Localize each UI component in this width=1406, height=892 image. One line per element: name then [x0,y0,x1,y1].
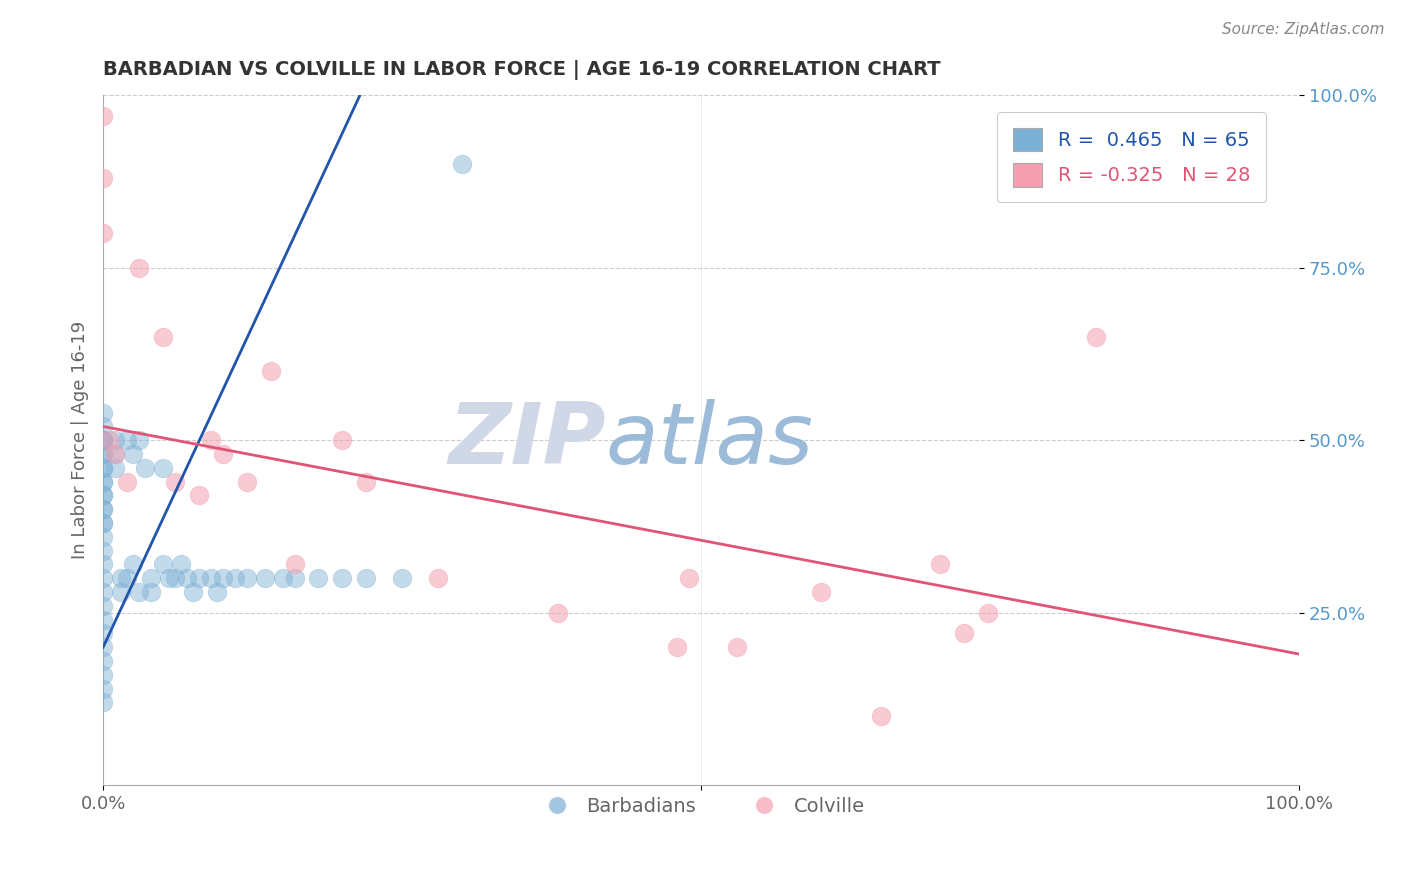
Point [200,571,222,585]
Point [253,571,276,585]
Point [91,419,114,434]
Point [187,488,209,502]
Point [91,667,114,681]
Point [91,695,114,709]
Point [187,571,209,585]
Point [235,571,257,585]
Point [1084,330,1107,344]
Point [91,406,114,420]
Point [91,640,114,655]
Text: ZIP: ZIP [449,399,606,482]
Point [122,558,145,572]
Point [152,330,174,344]
Point [91,585,114,599]
Point [678,571,700,585]
Point [330,434,353,448]
Point [91,488,114,502]
Point [91,488,114,502]
Point [122,447,145,461]
Point [356,571,378,585]
Point [115,571,138,585]
Point [271,571,294,585]
Point [110,571,132,585]
Point [259,364,281,378]
Point [152,461,174,475]
Point [91,571,114,585]
Point [953,626,976,640]
Point [283,558,305,572]
Text: Source: ZipAtlas.com: Source: ZipAtlas.com [1222,22,1385,37]
Text: atlas: atlas [606,399,814,482]
Point [157,571,180,585]
Point [91,434,114,448]
Point [725,640,748,655]
Point [211,447,233,461]
Point [91,613,114,627]
Point [115,434,138,448]
Point [91,475,114,489]
Point [91,558,114,572]
Point [91,475,114,489]
Point [91,447,114,461]
Point [91,434,114,448]
Point [307,571,329,585]
Point [451,157,474,171]
Point [91,434,114,448]
Legend: Barbadians, Colville: Barbadians, Colville [530,789,872,823]
Point [152,558,174,572]
Point [104,461,127,475]
Point [91,171,114,186]
Point [91,502,114,516]
Point [91,461,114,475]
Point [128,260,150,275]
Point [91,109,114,123]
Point [91,626,114,640]
Point [91,543,114,558]
Point [163,475,186,489]
Point [91,461,114,475]
Point [91,599,114,613]
Point [170,558,193,572]
Point [91,516,114,530]
Point [91,227,114,241]
Point [224,571,246,585]
Point [110,585,132,599]
Point [356,475,378,489]
Point [104,447,127,461]
Point [115,475,138,489]
Point [128,585,150,599]
Point [977,606,1000,620]
Point [104,434,127,448]
Text: BARBADIAN VS COLVILLE IN LABOR FORCE | AGE 16-19 CORRELATION CHART: BARBADIAN VS COLVILLE IN LABOR FORCE | A… [103,60,941,79]
Point [104,447,127,461]
Point [134,461,156,475]
Point [176,571,198,585]
Point [283,571,305,585]
Point [211,571,233,585]
Point [200,434,222,448]
Point [205,585,228,599]
Point [139,571,162,585]
Point [810,585,832,599]
Point [330,571,353,585]
Point [235,475,257,489]
Point [91,654,114,668]
Point [139,585,162,599]
Point [163,571,186,585]
Point [427,571,450,585]
Point [547,606,569,620]
Point [91,516,114,530]
Point [181,585,204,599]
Point [929,558,952,572]
Point [128,434,150,448]
Point [91,502,114,516]
Point [869,709,891,723]
Point [98,434,121,448]
Point [91,530,114,544]
Y-axis label: In Labor Force | Age 16-19: In Labor Force | Age 16-19 [72,321,89,559]
Point [391,571,413,585]
Point [91,681,114,696]
Point [91,447,114,461]
Point [666,640,689,655]
